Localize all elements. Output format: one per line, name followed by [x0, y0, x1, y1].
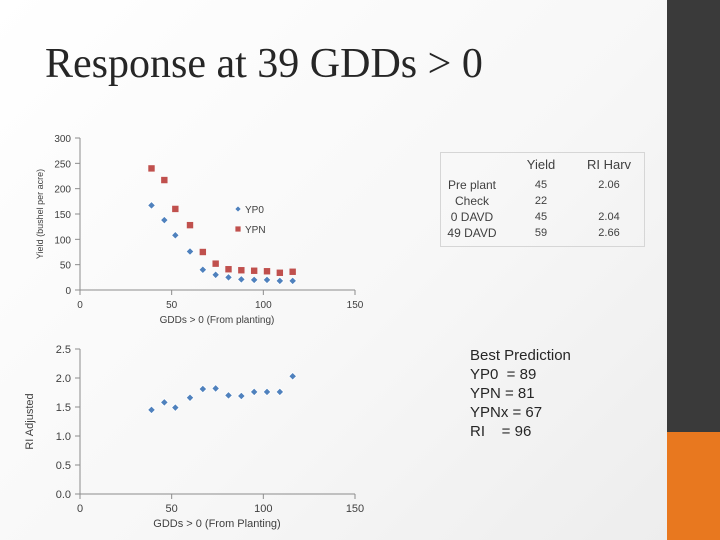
- table-cell-yield: 45: [534, 211, 548, 223]
- data-point-yp0: [236, 274, 246, 284]
- x-axis-label: GDDs > 0 (From Planting): [153, 518, 280, 530]
- data-point-yp0: [288, 276, 298, 286]
- x-tick-label: 50: [166, 300, 178, 311]
- x-tick-label: 0: [77, 503, 83, 515]
- data-point-ypn: [161, 176, 168, 184]
- data-point-series: [159, 397, 169, 407]
- table-row-label: 0 DAVD: [450, 210, 494, 224]
- x-tick-label: 150: [347, 300, 364, 311]
- y-tick-label: 1.0: [56, 431, 71, 443]
- data-point-series: [236, 391, 246, 401]
- data-point-series: [185, 393, 195, 403]
- y-tick-label: 250: [54, 159, 71, 170]
- data-point-ypn: [148, 165, 155, 172]
- table-cell-ri: 2.04: [598, 211, 620, 223]
- table-cell-yield: 59: [534, 227, 548, 239]
- slide-title: Response at 39 GDDs > 0: [45, 41, 483, 87]
- data-point-series: [249, 387, 259, 397]
- y-tick-label: 200: [54, 185, 71, 196]
- data-point-series: [275, 387, 285, 397]
- y-tick-label: 100: [54, 235, 71, 246]
- data-point-ypn: [225, 266, 232, 273]
- table-cell-yield: 45: [534, 179, 548, 191]
- data-point-yp0: [211, 270, 221, 280]
- data-point-ypn: [238, 267, 245, 274]
- data-point-series: [170, 403, 180, 412]
- data-point-yp0: [275, 276, 285, 286]
- y-axis-label: RI Adjusted: [24, 393, 36, 449]
- x-tick-label: 0: [77, 300, 83, 311]
- table-row-label: Pre plant: [447, 178, 497, 192]
- data-point-ypn: [250, 267, 258, 274]
- data-point-series: [288, 371, 298, 381]
- data-point-yp0: [224, 272, 233, 282]
- table-header-ri-harv: RI Harv: [586, 157, 632, 172]
- data-point-series: [211, 384, 221, 393]
- x-tick-label: 100: [254, 503, 272, 515]
- table-cell-ri: 2.06: [598, 179, 620, 191]
- data-point-ypn: [172, 205, 179, 213]
- legend-marker-ypn: [235, 226, 241, 232]
- data-point-series: [262, 387, 272, 397]
- table-row-label: Check: [454, 194, 489, 208]
- best-prediction-heading: Best Prediction: [470, 347, 571, 364]
- data-point-ypn: [263, 268, 271, 275]
- x-axis-label: GDDs > 0 (From planting): [160, 315, 275, 326]
- best-prediction-line: YPN = 81: [470, 385, 535, 402]
- data-point-series: [147, 405, 156, 415]
- data-point-yp0: [147, 201, 156, 210]
- y-tick-label: 0: [65, 286, 71, 297]
- data-point-ypn: [276, 269, 284, 276]
- decorative-accent-block: [667, 432, 720, 540]
- x-tick-label: 100: [255, 300, 272, 311]
- yield-ri-table: Yield RI Harv Pre plant Check 0 DAVD 49 …: [440, 152, 645, 247]
- y-axis-label: Yield (bushel per acre): [35, 169, 45, 259]
- table-row-label: 49 DAVD: [447, 226, 497, 240]
- x-tick-label: 50: [166, 503, 178, 515]
- y-tick-label: 0.5: [56, 460, 71, 472]
- table-cell-yield: 22: [534, 195, 548, 207]
- y-tick-label: 1.5: [56, 402, 71, 414]
- table-header-yield: Yield: [526, 157, 556, 172]
- data-point-yp0: [170, 230, 180, 240]
- data-point-ypn: [212, 260, 219, 267]
- data-point-yp0: [262, 275, 272, 285]
- data-point-yp0: [185, 247, 195, 256]
- legend-label-yp0: YP0: [245, 205, 264, 216]
- table-cell-ri: 2.66: [598, 227, 620, 239]
- data-point-ypn: [199, 248, 207, 256]
- data-point-yp0: [198, 265, 208, 275]
- data-point-series: [224, 391, 233, 400]
- y-tick-label: 50: [60, 261, 72, 272]
- data-point-series: [198, 384, 208, 394]
- data-point-ypn: [186, 221, 194, 229]
- legend-label-ypn: YPN: [245, 225, 266, 236]
- data-point-yp0: [249, 275, 259, 285]
- y-tick-label: 0.0: [56, 489, 71, 501]
- x-tick-label: 150: [346, 503, 364, 515]
- data-point-yp0: [159, 215, 169, 225]
- y-tick-label: 300: [54, 134, 71, 145]
- best-prediction-line: YP0 = 89: [470, 366, 537, 383]
- data-point-ypn: [289, 268, 296, 275]
- y-tick-label: 2.0: [56, 373, 71, 385]
- y-tick-label: 150: [54, 210, 71, 221]
- y-tick-label: 2.5: [56, 344, 71, 356]
- best-prediction-line: RI = 96: [470, 423, 532, 440]
- legend-marker-yp0: [234, 205, 242, 213]
- best-prediction-line: YPNx = 67: [470, 404, 543, 421]
- best-prediction-box: Best Prediction YP0 = 89 YPN = 81 YPNx =…: [470, 346, 660, 441]
